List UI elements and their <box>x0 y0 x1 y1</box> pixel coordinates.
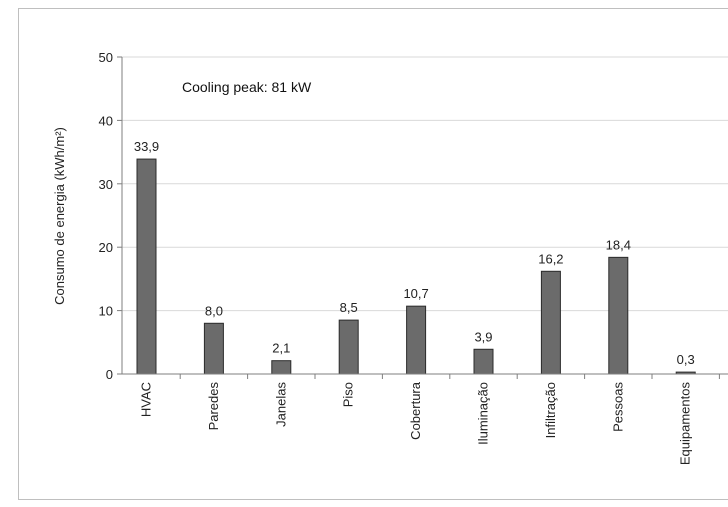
y-tick-label: 30 <box>99 177 113 192</box>
value-label: 8,5 <box>340 300 358 315</box>
bar-janelas <box>271 360 292 375</box>
y-tick-labels: 0 10 20 30 40 50 <box>99 50 113 382</box>
value-labels: 33,9 8,0 2,1 8,5 10,7 3,9 16,2 18,4 0,3 <box>134 139 695 367</box>
chart-frame <box>18 8 728 500</box>
y-axis-label: Consumo de energia (kWh/m²) <box>52 127 67 305</box>
value-label: 3,9 <box>474 329 492 344</box>
bar-iluminação <box>473 348 494 375</box>
bar-infiltração <box>540 270 561 375</box>
bars <box>136 158 696 375</box>
value-label: 8,0 <box>205 303 223 318</box>
y-tick-label: 50 <box>99 50 113 65</box>
bar-piso <box>338 319 359 375</box>
bar-cobertura <box>406 305 427 375</box>
x-tick-label: Piso <box>341 382 356 407</box>
x-tick-label: Janelas <box>273 382 288 427</box>
value-label: 16,2 <box>538 251 563 266</box>
x-tick-labels: HVAC Paredes Janelas Piso Cobertura Iluminaçã… <box>139 374 720 465</box>
value-label: 33,9 <box>134 139 159 154</box>
bar-paredes <box>203 322 224 375</box>
x-tick-label: Iluminação <box>476 382 491 445</box>
value-label: 2,1 <box>272 341 290 356</box>
value-label: 10,7 <box>403 286 428 301</box>
bar-hvac <box>136 158 157 375</box>
y-tick-label: 40 <box>99 113 113 128</box>
value-label: 18,4 <box>606 237 631 252</box>
axes <box>121 57 728 375</box>
x-tick-label: HVAC <box>139 382 154 417</box>
bar-pessoas <box>608 256 629 375</box>
x-tick-label: Infiltração <box>543 382 558 438</box>
x-tick-label: Cobertura <box>408 381 423 440</box>
y-tick-label: 0 <box>106 367 113 382</box>
x-tick-label: Pessoas <box>610 382 625 432</box>
y-tick-label: 10 <box>99 304 113 319</box>
value-label: 0,3 <box>677 352 695 367</box>
y-tick-label: 20 <box>99 240 113 255</box>
cooling-peak-annotation: Cooling peak: 81 kW <box>182 79 312 95</box>
x-tick-label: Paredes <box>206 382 221 431</box>
x-tick-label: Equipamentos <box>678 382 693 466</box>
